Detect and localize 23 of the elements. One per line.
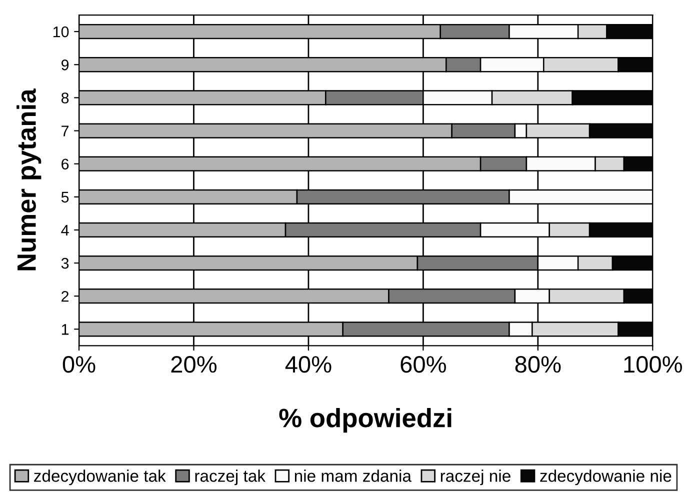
x-tick-label: 100% bbox=[624, 356, 682, 373]
y-tick-label: 9 bbox=[62, 59, 69, 70]
y-tick-label: 7 bbox=[62, 126, 69, 136]
legend-label: zdecydowanie nie bbox=[540, 470, 672, 486]
y-tick-label: 10 bbox=[53, 26, 69, 38]
y-tick-label: 5 bbox=[61, 192, 69, 203]
x-tick-label: 20% bbox=[171, 356, 217, 373]
x-tick-label: 60% bbox=[400, 356, 446, 373]
y-tick-label: 6 bbox=[62, 158, 69, 170]
x-tick-label: 80% bbox=[515, 356, 561, 373]
x-axis-title: % odpowiedzi bbox=[279, 408, 452, 433]
legend-label: raczej nie bbox=[440, 470, 510, 486]
y-axis-title: Numer pytania bbox=[16, 88, 42, 270]
x-tick-label: 40% bbox=[285, 356, 332, 373]
legend-label: nie mam zdania bbox=[294, 470, 412, 482]
legend-label: raczej tak bbox=[195, 470, 266, 486]
y-tick-label: 3 bbox=[61, 258, 69, 269]
y-tick-label: 8 bbox=[61, 92, 69, 104]
legend-label: zdecydowanie tak bbox=[34, 470, 166, 486]
y-tick-label: 4 bbox=[61, 224, 69, 236]
y-tick-label: 1 bbox=[62, 324, 69, 335]
x-tick-label: 0% bbox=[62, 356, 96, 373]
y-tick-label: 2 bbox=[62, 290, 69, 302]
